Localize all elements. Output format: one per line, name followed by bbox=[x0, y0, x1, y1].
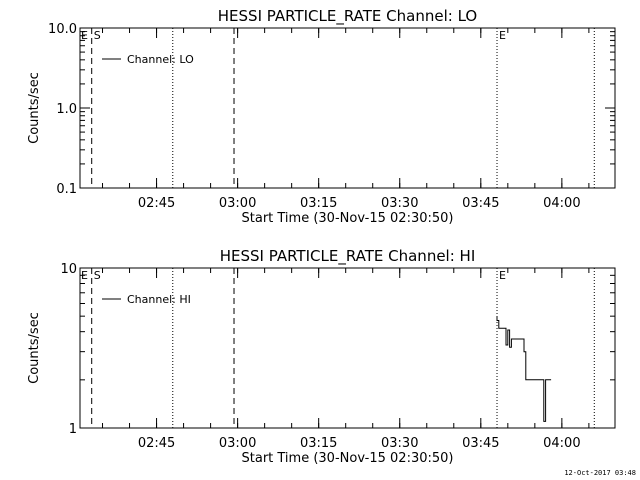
chart-panel-2: HESSI PARTICLE_RATE Channel: HI 1 10 Counts… bbox=[27, 247, 616, 466]
legend-label: Channel: HI bbox=[127, 293, 191, 306]
y-tick-label: 1 bbox=[69, 422, 77, 437]
chart-title: HESSI PARTICLE_RATE Channel: LO bbox=[218, 7, 477, 26]
series-line bbox=[496, 316, 552, 422]
chart-title: HESSI PARTICLE_RATE Channel: HI bbox=[220, 247, 476, 266]
x-tick-label: 03:00 bbox=[219, 196, 256, 211]
y-tick-label: 10 bbox=[60, 262, 77, 277]
marker-label: E bbox=[499, 29, 506, 42]
x-axis-label: Start Time (30-Nov-15 02:30:50) bbox=[242, 211, 454, 226]
x-tick-label: 03:15 bbox=[300, 196, 337, 211]
x-tick-label: 02:45 bbox=[138, 196, 175, 211]
y-tick-label: 0.1 bbox=[56, 182, 77, 197]
x-tick-label: 04:00 bbox=[543, 196, 580, 211]
legend-label: Channel: LO bbox=[127, 53, 194, 66]
y-tick-label: 10.0 bbox=[48, 22, 77, 37]
corner-marker-label: E bbox=[81, 29, 88, 42]
marker-label: S bbox=[94, 269, 101, 282]
x-tick-label: 03:30 bbox=[381, 436, 418, 451]
marker-label: S bbox=[94, 29, 101, 42]
x-tick-label: 03:15 bbox=[300, 436, 337, 451]
x-tick-label: 03:30 bbox=[381, 196, 418, 211]
corner-marker-label: E bbox=[81, 269, 88, 282]
y-axis-label: Counts/sec bbox=[27, 312, 42, 384]
chart-panel-1: HESSI PARTICLE_RATE Channel: LO 0.1 1.0 10.… bbox=[27, 7, 616, 226]
x-tick-label: 03:45 bbox=[462, 436, 499, 451]
x-tick-label: 02:45 bbox=[138, 436, 175, 451]
plot-frame bbox=[79, 267, 616, 429]
x-axis-label: Start Time (30-Nov-15 02:30:50) bbox=[242, 451, 454, 466]
x-tick-label: 03:45 bbox=[462, 196, 499, 211]
y-axis-label: Counts/sec bbox=[27, 72, 42, 144]
x-tick-label: 03:00 bbox=[219, 436, 256, 451]
marker-label: E bbox=[499, 269, 506, 282]
y-tick-label: 1.0 bbox=[56, 102, 77, 117]
generation-timestamp: 12-Oct-2017 03:48 bbox=[564, 469, 636, 477]
x-tick-label: 04:00 bbox=[543, 436, 580, 451]
plot-frame bbox=[79, 27, 616, 189]
